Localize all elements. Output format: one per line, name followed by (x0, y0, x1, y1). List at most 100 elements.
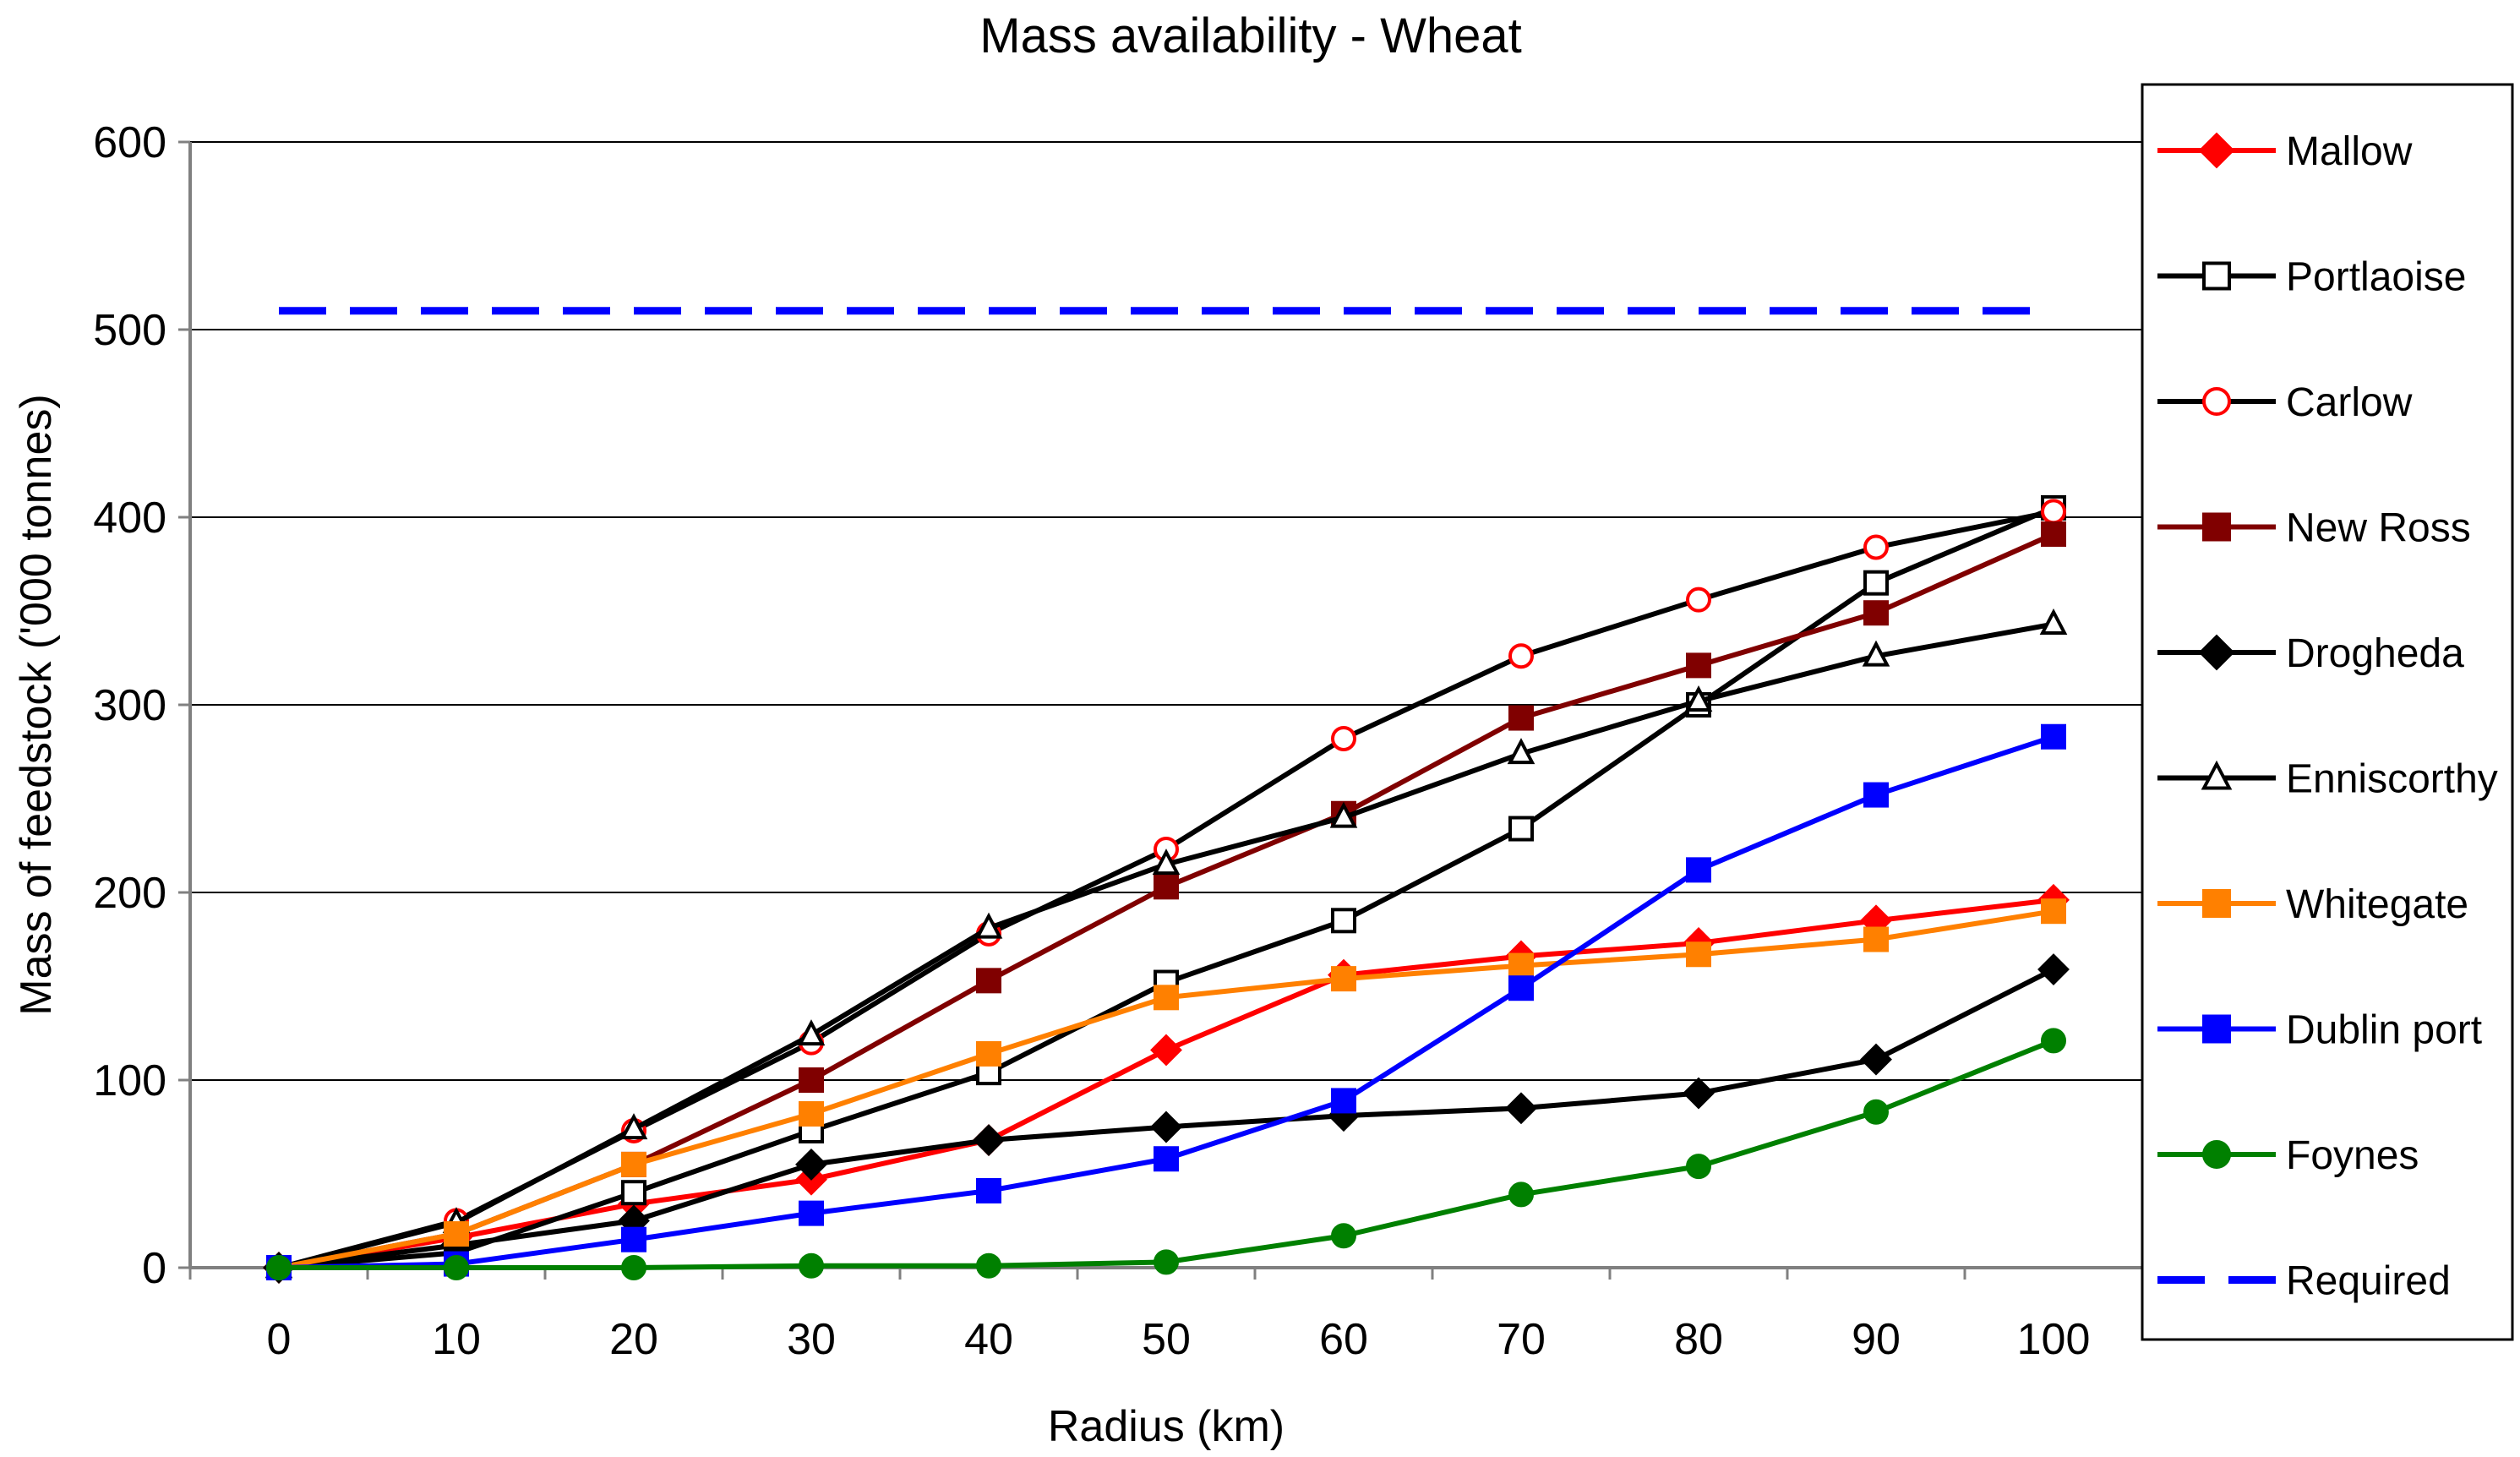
data-point-enniscorthy (974, 912, 1003, 939)
data-point-foynes (1863, 1099, 1889, 1125)
data-point-drogheda (2037, 953, 2070, 985)
data-point-new-ross (2041, 521, 2066, 547)
data-point-portlaoise (1508, 816, 1534, 842)
x-tick-label: 40 (964, 1315, 1013, 1364)
legend-label: Mallow (2286, 129, 2413, 174)
axis-ticks: 0 100 200 300 400 500 600 0 10 20 30 40 50 60 70 80 90 10… (93, 118, 2144, 1364)
data-point-whitegate (2041, 898, 2066, 925)
legend-swatch-marker (2202, 1140, 2231, 1169)
legend-label: Dublin port (2286, 1008, 2482, 1053)
x-tick-label: 30 (787, 1315, 836, 1364)
legend-label: Portlaoise (2286, 255, 2466, 300)
data-point-portlaoise (1863, 570, 1889, 596)
data-point-foynes (1154, 1249, 1179, 1275)
data-point-whitegate (1863, 926, 1889, 952)
data-point-foynes (976, 1252, 1001, 1279)
data-point-enniscorthy (797, 1019, 826, 1046)
data-point-whitegate (1154, 985, 1179, 1011)
data-point-foynes (2041, 1028, 2066, 1054)
x-tick-label: 100 (2017, 1315, 2091, 1364)
data-point-whitegate (1508, 952, 1534, 979)
x-tick-label: 70 (1497, 1315, 1546, 1364)
legend-item-whitegate: Whitegate (2157, 882, 2468, 927)
legend-label: Enniscorthy (2286, 757, 2498, 802)
data-point-drogheda (973, 1124, 1005, 1156)
data-point-enniscorthy (1329, 801, 1358, 828)
x-tick-label: 50 (1142, 1315, 1191, 1364)
data-point-new-ross (1508, 705, 1534, 731)
data-point-enniscorthy (1684, 685, 1713, 712)
legend-label: Whitegate (2286, 882, 2468, 927)
legend-item-foynes: Foynes (2157, 1133, 2419, 1178)
legend-box (2141, 83, 2514, 1341)
data-point-dublin-port (1863, 782, 1889, 808)
series-foynes (266, 1028, 2066, 1280)
data-point-whitegate (976, 1040, 1001, 1067)
legend-label: Required (2286, 1259, 2451, 1304)
data-point-carlow (2041, 499, 2066, 525)
legend-swatch-marker (2202, 889, 2231, 918)
data-point-foynes (621, 1255, 646, 1280)
data-point-enniscorthy (1507, 738, 1535, 765)
y-tick-label: 100 (93, 1056, 166, 1105)
data-point-drogheda (1150, 1110, 1182, 1143)
data-point-dublin-port (2041, 723, 2066, 750)
data-point-carlow (1686, 587, 1711, 613)
legend-item-dublin-port: Dublin port (2157, 1008, 2482, 1053)
series-enniscorthy (265, 608, 2068, 1279)
chart-title: Mass availability - Wheat (979, 8, 1521, 63)
data-point-dublin-port (1686, 857, 1711, 883)
legend-swatch-marker (2198, 132, 2235, 169)
data-point-carlow (1508, 643, 1534, 669)
data-point-foynes (444, 1255, 469, 1280)
data-point-dublin-port (1154, 1146, 1179, 1172)
data-point-foynes (799, 1252, 824, 1279)
data-point-drogheda (1505, 1092, 1537, 1125)
data-point-foynes (1508, 1181, 1534, 1208)
data-point-dublin-port (1508, 975, 1534, 1001)
data-point-drogheda (795, 1148, 827, 1181)
y-tick-label: 600 (93, 118, 166, 167)
data-point-whitegate (444, 1221, 469, 1247)
legend-item-new-ross: New Ross (2157, 506, 2471, 551)
data-point-enniscorthy (619, 1113, 648, 1140)
data-point-dublin-port (799, 1200, 824, 1226)
y-tick-label: 500 (93, 306, 166, 355)
x-tick-label: 90 (1852, 1315, 1901, 1364)
legend-label: New Ross (2286, 506, 2471, 551)
data-point-new-ross (1686, 652, 1711, 679)
data-point-portlaoise (621, 1180, 646, 1206)
legend-label: Carlow (2286, 380, 2413, 425)
y-tick-label: 400 (93, 494, 166, 543)
x-tick-label: 60 (1319, 1315, 1368, 1364)
legend-item-enniscorthy: Enniscorthy (2157, 757, 2498, 802)
data-point-foynes (266, 1255, 292, 1280)
data-point-enniscorthy (1862, 640, 1890, 667)
data-point-drogheda (1683, 1077, 1715, 1110)
x-tick-label: 20 (609, 1315, 658, 1364)
legend-item-carlow: Carlow (2157, 380, 2413, 425)
data-point-portlaoise (1331, 908, 1356, 934)
legend: Mallow Portlaoise Carlow New Ross Drogheda En… (2141, 83, 2514, 1341)
legend-swatch-marker (2202, 512, 2231, 542)
legend-swatch-marker (2202, 387, 2231, 416)
legend-swatch-marker (2198, 634, 2235, 671)
x-tick-label: 0 (267, 1315, 292, 1364)
data-point-carlow (1863, 534, 1889, 560)
data-point-enniscorthy (2039, 608, 2068, 635)
data-point-whitegate (799, 1100, 824, 1127)
legend-item-portlaoise: Portlaoise (2157, 255, 2466, 300)
x-tick-label: 10 (432, 1315, 481, 1364)
data-point-dublin-port (621, 1226, 646, 1252)
data-point-new-ross (1154, 874, 1179, 900)
data-point-mallow (1150, 1034, 1182, 1067)
legend-swatch-marker (2202, 261, 2231, 291)
legend-label: Drogheda (2286, 631, 2464, 676)
data-point-whitegate (1331, 966, 1356, 992)
y-tick-label: 200 (93, 869, 166, 918)
legend-swatch-marker (2201, 760, 2233, 790)
data-point-whitegate (1686, 941, 1711, 968)
y-tick-label: 0 (142, 1244, 166, 1293)
legend-swatch-marker (2202, 1014, 2231, 1044)
data-point-drogheda (1860, 1043, 1892, 1076)
